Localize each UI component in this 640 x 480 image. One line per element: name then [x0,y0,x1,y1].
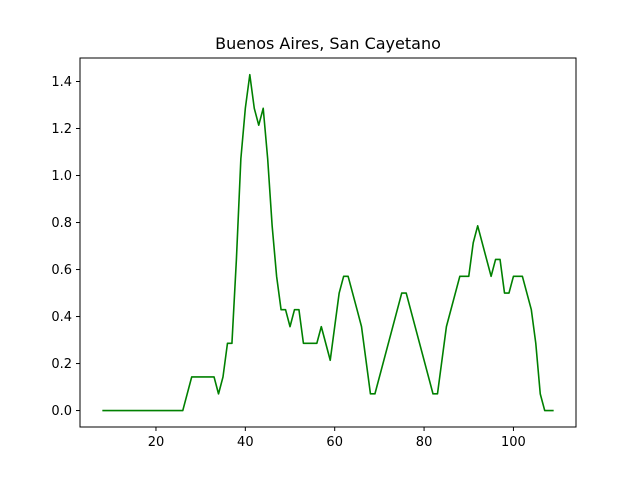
x-tick-label: 80 [416,435,433,450]
y-tick-label: 0.2 [51,357,72,372]
x-tick-label: 20 [148,435,165,450]
axes-frame [79,57,577,428]
y-tick-label: 1.2 [51,122,72,137]
y-tick-label: 1.4 [51,75,72,90]
x-tick-label: 100 [501,435,526,450]
x-tick-label: 40 [237,435,254,450]
x-tick-label: 60 [326,435,343,450]
y-tick-label: 0.4 [51,310,72,325]
chart-title: Buenos Aires, San Cayetano [215,34,441,53]
y-tick-label: 1.0 [51,169,72,184]
y-tick-label: 0.8 [51,216,72,231]
plot-area: 20 40 60 80 100 0.0 0.2 0.4 0.6 0.8 1.0 1.2 1.4 [51,57,577,450]
series-line [102,73,554,412]
y-tick-label: 0.6 [51,263,72,278]
y-tick-label: 0.0 [51,404,72,419]
